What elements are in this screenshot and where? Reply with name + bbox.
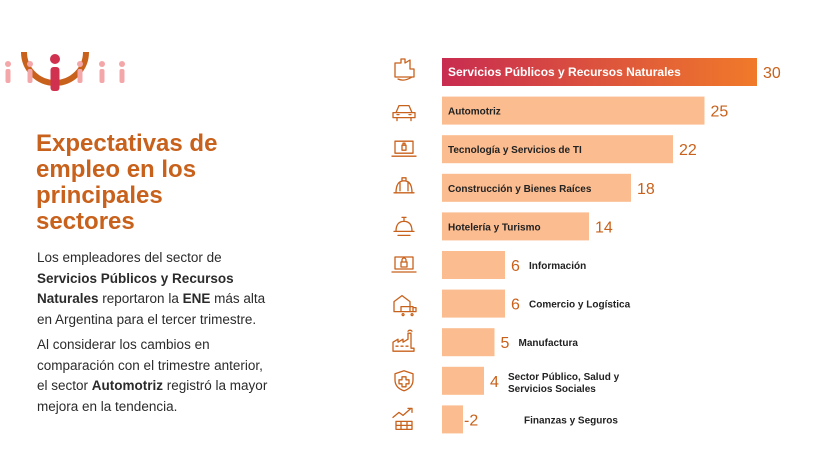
value-label-0: 30 [763, 65, 781, 82]
category-label-8: Sector Público, Salud y Servicios Sociale… [508, 372, 620, 395]
value-label-3: 18 [637, 181, 655, 198]
value-label-6: 6 [511, 297, 520, 314]
bar-8 [442, 366, 484, 395]
bar-7 [442, 328, 495, 357]
people-emblem [0, 44, 140, 116]
section-heading: Expectativas de empleo en los principale… [36, 130, 218, 235]
laptop-icon [391, 140, 417, 157]
laptop-lock-icon [391, 256, 417, 273]
summary-paragraph: Los empleadores del sector de Servicios … [37, 250, 266, 327]
bar-4 [442, 212, 589, 241]
category-label-2: Tecnología y Servicios de TI [448, 145, 582, 156]
category-label-9: Finanzas y Seguros [524, 415, 618, 426]
bar-1 [442, 96, 705, 125]
bar-2 [442, 135, 673, 164]
bar-chart-svg: Servicios Públicos y Recursos Naturales 3… [391, 58, 781, 434]
bar-5 [442, 251, 505, 279]
category-label-5: Información [529, 261, 586, 272]
bar-6 [442, 289, 505, 318]
category-label-4: Hotelería y Turismo [448, 222, 541, 233]
factory-hand-icon [394, 58, 415, 81]
category-label-3: Construcción y Bienes Raíces [448, 184, 592, 195]
value-label-7: 5 [501, 335, 510, 352]
value-label-5: 6 [511, 258, 520, 275]
category-label-7: Manufactura [519, 338, 579, 349]
category-label-0: Servicios Públicos y Recursos Naturales [448, 65, 681, 79]
bar-0 [442, 58, 757, 86]
truck-warehouse-icon [393, 294, 417, 317]
people-icon [5, 51, 125, 91]
chart-growth-icon [392, 407, 413, 431]
value-label-9: -2 [464, 412, 478, 429]
factory-icon [392, 329, 415, 352]
value-label-8: 4 [490, 374, 499, 391]
category-label-1: Automotriz [448, 107, 501, 118]
value-label-4: 14 [595, 219, 613, 236]
medical-shield-icon [394, 370, 414, 392]
car-icon [392, 104, 416, 122]
service-bell-icon [393, 216, 415, 237]
value-label-1: 25 [711, 104, 729, 121]
bar-9 [442, 405, 463, 434]
bar-3 [442, 173, 631, 202]
trend-paragraph: Al considerar los cambios en comparación… [37, 337, 268, 414]
category-label-6: Comercio y Logística [529, 300, 631, 311]
value-label-2: 22 [679, 142, 697, 159]
hard-hat-icon [393, 177, 415, 194]
sector-bar-chart: Servicios Públicos y Recursos Naturales 3… [380, 48, 810, 448]
